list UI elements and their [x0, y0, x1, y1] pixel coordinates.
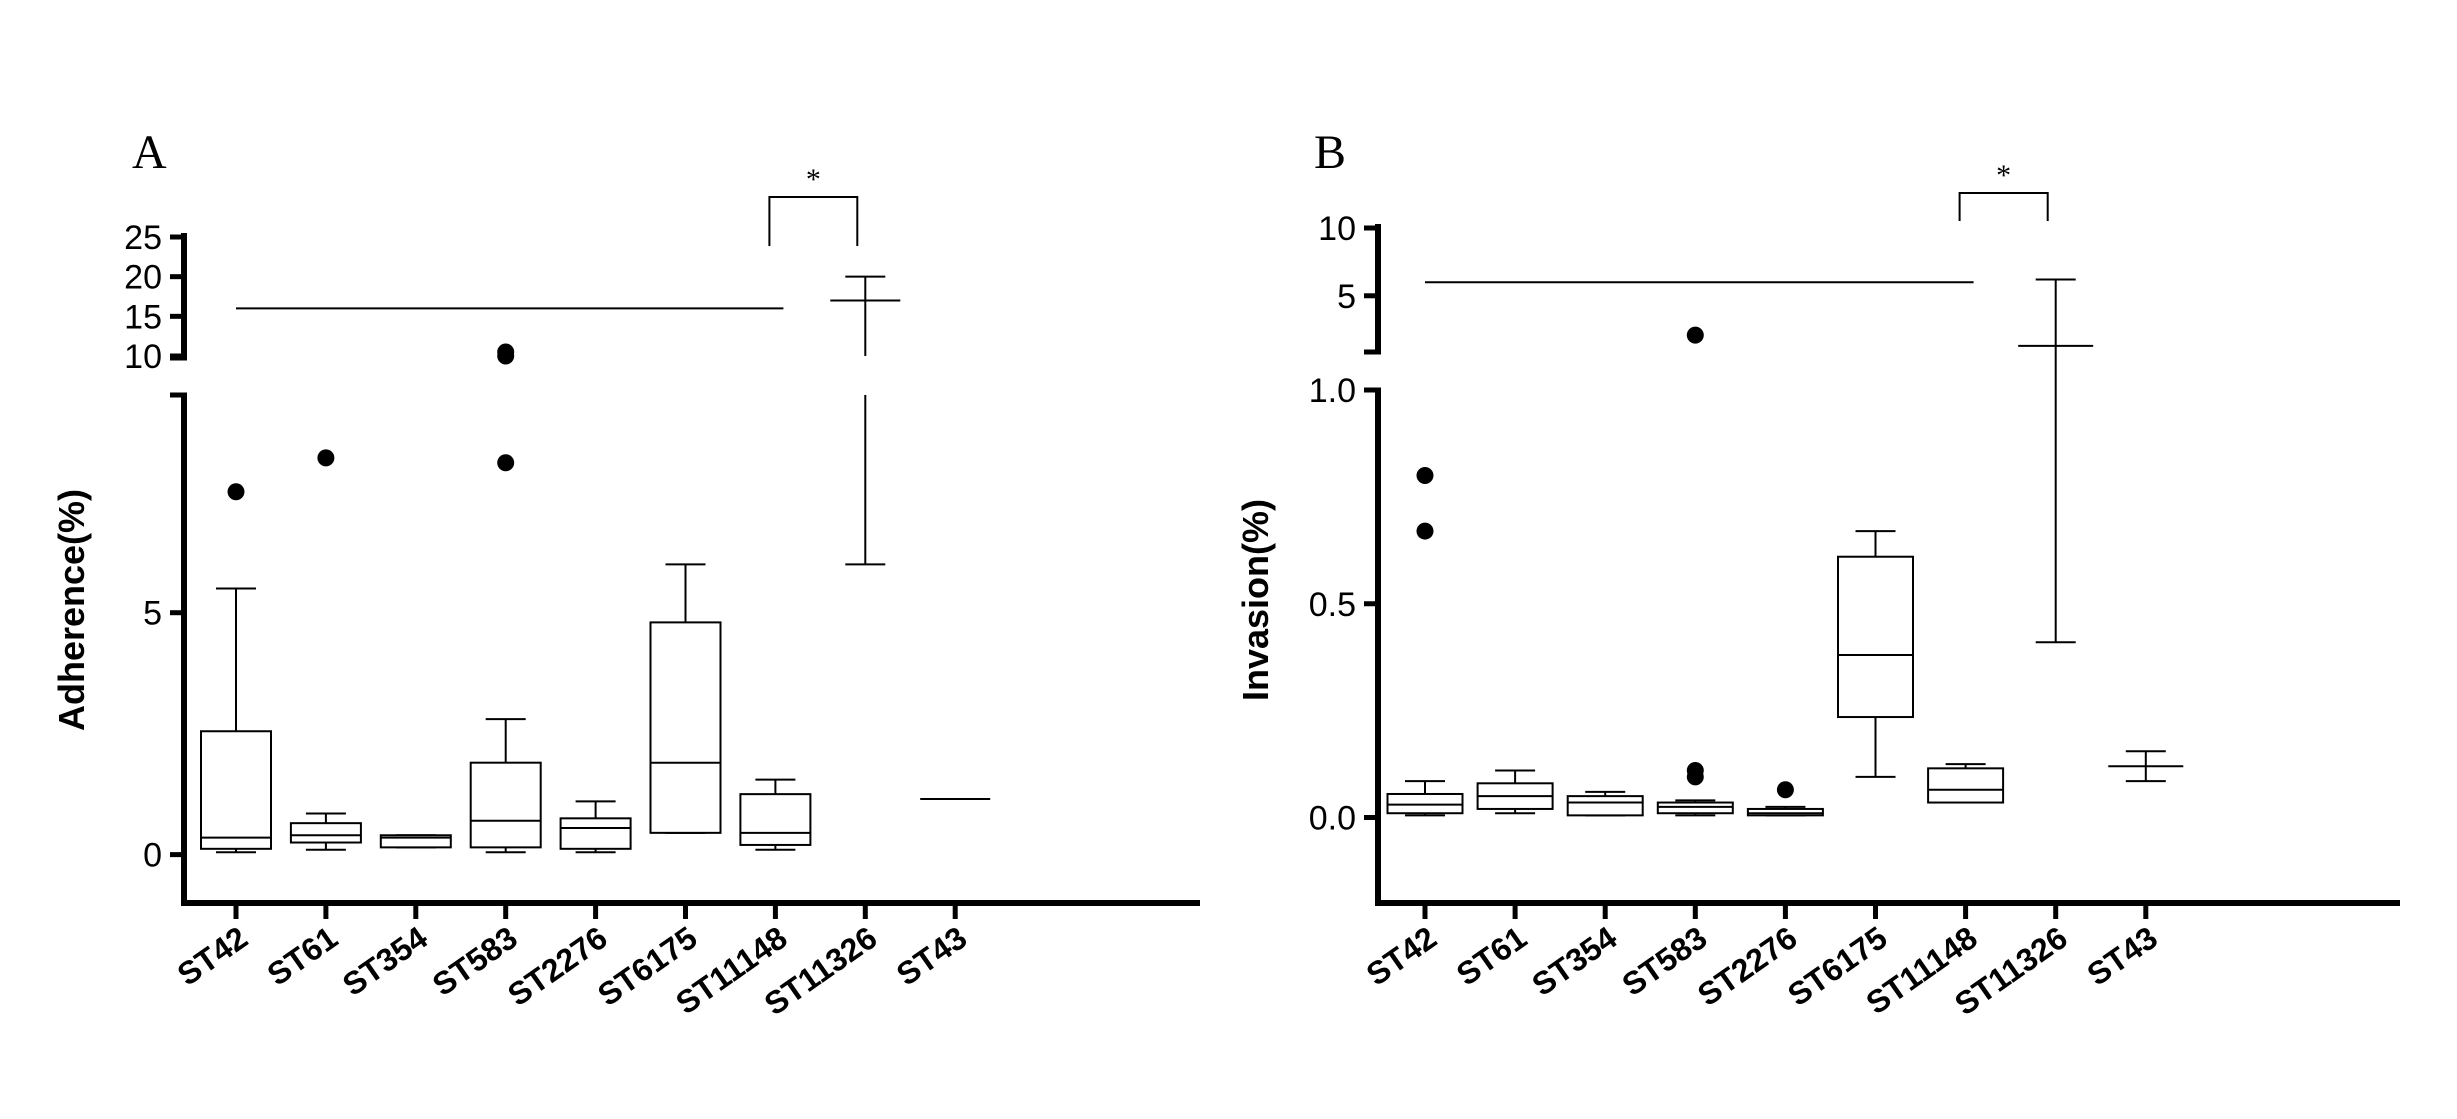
x-tick-label: ST42	[1360, 919, 1443, 992]
box-st61	[289, 449, 362, 851]
x-tick-label: ST354	[1525, 919, 1623, 1003]
x-tick-label: ST43	[2081, 919, 2164, 992]
x-tick-label: ST61	[261, 919, 344, 992]
box-rect	[739, 793, 812, 846]
outlier-point	[1416, 522, 1434, 540]
box-rect	[469, 761, 542, 849]
box-st6175	[649, 563, 722, 834]
y-tick-label: 15	[124, 298, 162, 336]
box-rect	[1746, 807, 1824, 817]
outlier-point	[497, 347, 515, 365]
y-axis-title: Adherence(%)	[51, 489, 92, 731]
box-st11148	[739, 778, 812, 851]
outlier-point	[227, 483, 245, 501]
box-st11326	[830, 275, 901, 566]
box-st42	[1386, 467, 1464, 817]
box-st6175	[1837, 530, 1914, 778]
outlier-point	[1776, 781, 1794, 799]
box-rect	[200, 730, 272, 850]
y-axis-title: Invasion(%)	[1235, 499, 1276, 701]
significance-bracket	[1958, 192, 2049, 221]
box-st11326	[2018, 278, 2094, 644]
box-rect	[1837, 555, 1914, 719]
significance-label: *	[1996, 159, 2011, 192]
y-tick-label: 5	[1337, 278, 1356, 316]
outlier-point	[1416, 467, 1434, 484]
y-tick-label: 10	[1318, 210, 1356, 248]
box-st61	[1476, 769, 1554, 815]
x-tick-label: ST2276	[1691, 919, 1803, 1013]
box-rect	[289, 822, 362, 844]
box-st2276	[559, 800, 632, 854]
x-tick-label: ST61	[1450, 919, 1533, 992]
x-tick-label: ST2276	[501, 919, 613, 1013]
significance-bracket	[768, 196, 859, 246]
box-rect	[1386, 792, 1464, 815]
box-st583	[469, 343, 542, 854]
outlier-point	[497, 454, 515, 472]
box-rect	[559, 817, 632, 850]
y-tick-label: 1.0	[1309, 372, 1356, 410]
y-tick-label: 0	[143, 837, 162, 875]
x-tick-label: ST354	[336, 919, 434, 1003]
y-tick-label: 25	[124, 219, 162, 257]
panel-letter: A	[132, 126, 167, 179]
outlier-point	[1686, 761, 1704, 779]
box-rect	[1566, 795, 1644, 817]
panel-letter: B	[1314, 126, 1346, 179]
box-rect	[649, 621, 722, 834]
box-st2276	[1746, 781, 1824, 817]
y-tick-label: 5	[143, 595, 162, 633]
outlier-point	[1686, 326, 1704, 344]
box-st354	[379, 834, 452, 849]
y-tick-label: 0.5	[1309, 586, 1356, 624]
box-st43	[2108, 750, 2184, 783]
box-st354	[1566, 790, 1644, 817]
box-st583	[1656, 326, 1734, 817]
significance-label: *	[806, 163, 821, 196]
box-st42	[200, 483, 272, 854]
box-rect	[1656, 801, 1734, 815]
y-tick-label: 10	[124, 338, 162, 376]
outlier-point	[317, 449, 335, 467]
box-st11148	[1927, 763, 2005, 804]
x-tick-label: ST43	[890, 919, 973, 992]
x-tick-label: ST42	[171, 919, 254, 992]
y-tick-label: 20	[124, 259, 162, 297]
y-tick-label: 0.0	[1309, 800, 1356, 838]
box-rect	[1927, 767, 2005, 804]
